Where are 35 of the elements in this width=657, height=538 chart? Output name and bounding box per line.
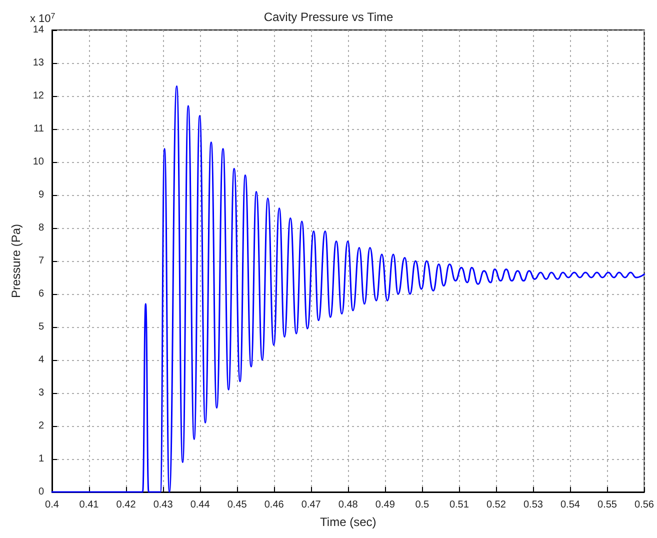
y-tick-label: 10 — [32, 156, 44, 168]
x-tick-label: 0.42 — [116, 500, 136, 510]
x-tick-label: 0.4 — [45, 500, 60, 510]
x-tick-label: 0.43 — [153, 500, 174, 510]
x-tick-label: 0.47 — [301, 500, 322, 510]
x-tick-label: 0.48 — [338, 500, 358, 510]
y-tick-label: 6 — [38, 288, 44, 300]
x-tick-label: 0.56 — [634, 500, 654, 510]
y-tick-label: 8 — [38, 222, 44, 234]
y-tick-label: 5 — [38, 322, 44, 332]
y-tick-label: 7 — [38, 256, 44, 266]
y-tick-label: 3 — [38, 388, 44, 398]
y-tick-label: 2 — [38, 420, 44, 432]
y-tick-label: 11 — [34, 124, 44, 134]
x-tick-label: 0.46 — [264, 500, 284, 510]
y-tick-label: 12 — [32, 90, 44, 102]
x-axis-title: Time (sec) — [320, 515, 376, 529]
x-tick-label: 0.45 — [227, 500, 248, 510]
y-axis-title: Pressure (Pa) — [8, 224, 23, 298]
x-tick-label: 0.55 — [598, 500, 618, 510]
x-tick-label: 0.51 — [449, 500, 470, 510]
x-tick-label: 0.5 — [415, 500, 430, 510]
y-tick-label: 14 — [32, 24, 44, 36]
y-tick-label: 0 — [38, 486, 44, 498]
chart-title: Cavity Pressure vs Time — [264, 10, 394, 24]
x-tick-label: 0.54 — [560, 500, 580, 510]
y-tick-label: 9 — [38, 190, 44, 200]
y-tick-label: 4 — [38, 354, 44, 366]
y-tick-label: 13 — [32, 58, 44, 68]
x-tick-label: 0.53 — [523, 500, 544, 510]
y-tick-label: 1 — [38, 454, 44, 464]
x-tick-label: 0.44 — [190, 500, 210, 510]
x-tick-label: 0.41 — [79, 500, 100, 510]
x-tick-label: 0.52 — [486, 500, 506, 510]
x-tick-label: 0.49 — [375, 500, 396, 510]
